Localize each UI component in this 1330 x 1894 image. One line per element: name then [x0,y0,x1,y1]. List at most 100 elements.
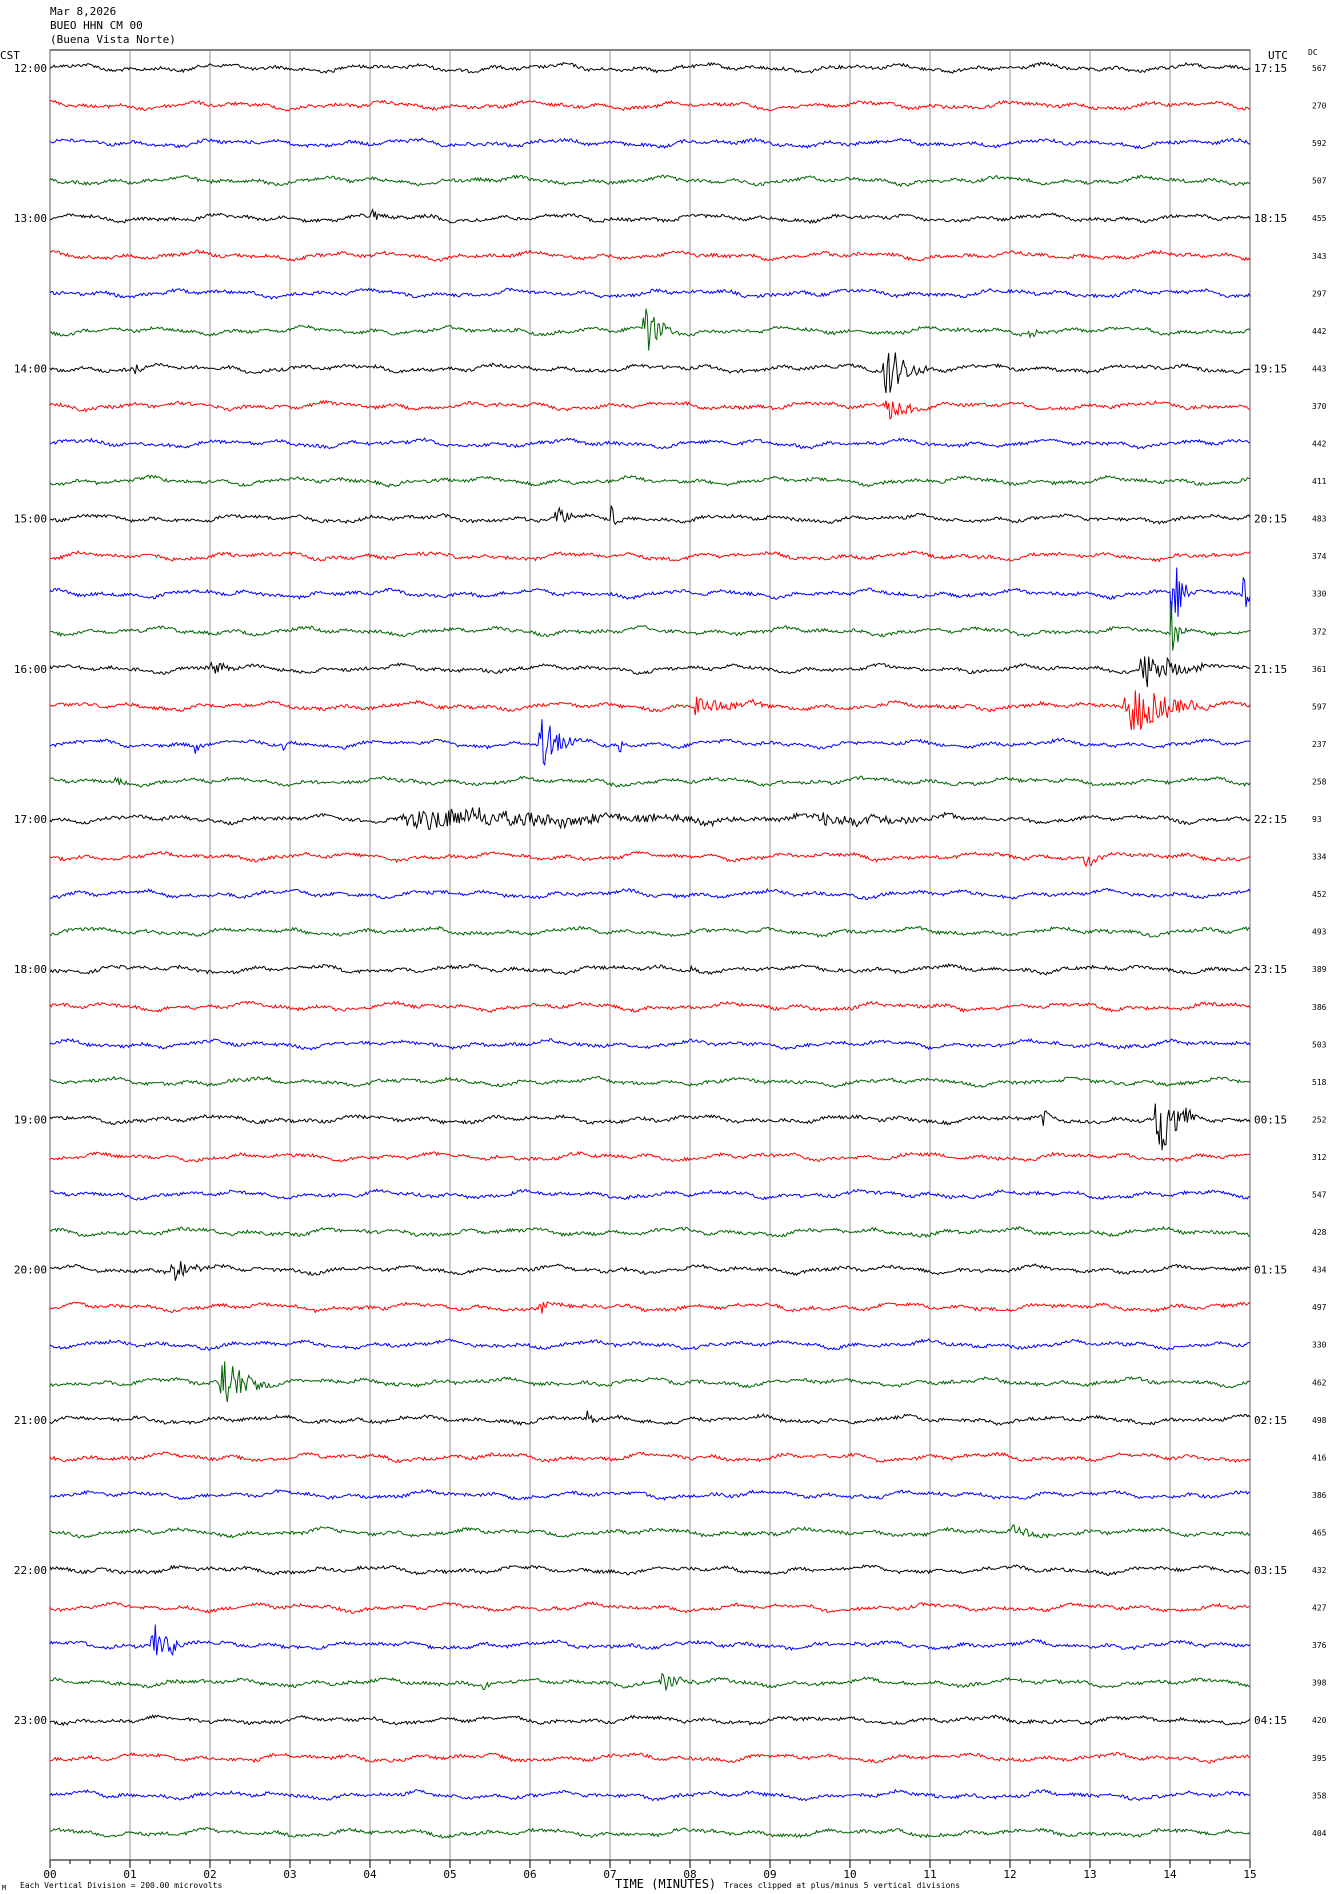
trace-row-45 [49,1714,1251,1727]
trace-row-11 [49,437,1251,450]
plot-frame [49,49,1251,1861]
x-tick-label: 01 [123,1868,136,1881]
x-tick-label: 03 [283,1868,296,1881]
dc-value: 334 [1312,853,1327,862]
trace-row-30 [49,1150,1251,1163]
dc-value: 452 [1312,890,1327,899]
dc-value: 404 [1312,1829,1327,1838]
left-time-label: 16:00 [14,663,47,676]
dc-value: 312 [1312,1153,1327,1162]
right-time-label: 19:15 [1254,362,1287,375]
left-time-label: 22:00 [14,1564,47,1577]
left-time-label: 15:00 [14,513,47,526]
x-tick-label: 14 [1163,1868,1177,1881]
dc-value: 455 [1312,214,1327,223]
dc-value: 428 [1312,1228,1327,1237]
dc-value: 497 [1312,1303,1327,1312]
x-tick-label: 09 [763,1868,776,1881]
trace-row-5 [49,207,1251,225]
left-time-label: 13:00 [14,212,47,225]
dc-value: 376 [1312,1641,1327,1650]
dc-value: 370 [1312,402,1327,411]
dc-value: 270 [1312,102,1327,111]
dc-value: 411 [1312,477,1327,486]
left-time-label: 21:00 [14,1414,47,1427]
header-location: (Buena Vista Norte) [50,33,176,46]
dc-value: 462 [1312,1378,1327,1387]
dc-value: 252 [1312,1115,1327,1124]
dc-value: 493 [1312,928,1327,937]
trace-row-29 [49,1103,1251,1151]
dc-value: 386 [1312,1491,1327,1500]
dc-value: 416 [1312,1453,1327,1462]
trace-row-10 [49,399,1251,421]
x-tick-label: 12 [1003,1868,1016,1881]
scale-note: Each Vertical Division = 200.00 microvol… [20,1881,222,1890]
trace-row-18 [49,690,1251,731]
seismic-traces [49,61,1251,1839]
trace-row-28 [49,1075,1251,1089]
dc-header-label: DC [1308,48,1318,57]
dc-value: 297 [1312,289,1327,298]
time-gridlines [49,49,1251,1861]
right-timezone-label: UTC [1268,49,1288,62]
right-time-label: 18:15 [1254,212,1287,225]
dc-value: 258 [1312,777,1327,786]
right-time-label: 21:15 [1254,663,1287,676]
clip-note: Traces clipped at plus/minus 5 vertical … [724,1881,960,1890]
trace-row-44 [49,1672,1251,1691]
left-time-label: 20:00 [14,1264,47,1277]
trace-row-2 [49,99,1251,112]
trace-row-34 [49,1301,1251,1314]
right-time-label: 20:15 [1254,513,1287,526]
trace-row-16 [49,601,1251,651]
trace-row-36 [49,1361,1251,1403]
trace-row-1 [49,61,1251,74]
x-tick-label: 02 [203,1868,216,1881]
x-axis-ticks: 00 01 02 03 04 05 06 07 08 09 10 11 12 13 14 15 [43,1860,1257,1881]
dc-value: 442 [1312,327,1327,336]
dc-value: 503 [1312,1040,1327,1049]
trace-row-24 [49,925,1251,938]
dc-value: 567 [1312,64,1327,73]
trace-row-32 [49,1225,1251,1239]
trace-row-31 [49,1188,1251,1201]
trace-row-6 [49,249,1251,263]
x-tick-label: 04 [363,1868,377,1881]
trace-row-27 [49,1038,1251,1051]
trace-row-4 [49,174,1251,188]
right-time-label: 17:15 [1254,62,1287,75]
dc-value: 465 [1312,1528,1327,1537]
trace-row-48 [49,1826,1251,1839]
trace-row-12 [49,474,1251,488]
trace-row-35 [49,1338,1251,1351]
x-tick-label: 15 [1243,1868,1256,1881]
dc-offset-labels: 567 270 592 507 455 343 297 442 443 370 442 411 483 3… [1312,64,1327,1838]
left-time-label: 14:00 [14,362,47,375]
dc-value: 330 [1312,590,1327,599]
right-time-label: 01:15 [1254,1264,1287,1277]
dc-value: 343 [1312,252,1327,261]
right-time-labels: 17:15 18:15 19:15 20:15 21:15 22:15 23:15 00:15… [1254,62,1287,1727]
trace-row-20 [49,775,1251,788]
dc-value: 483 [1312,515,1327,524]
dc-value: 507 [1312,177,1327,186]
dc-value: 93 [1312,815,1322,824]
trace-row-41 [49,1564,1251,1576]
x-tick-label: 10 [843,1868,856,1881]
dc-value: 395 [1312,1754,1327,1763]
trace-row-42 [49,1601,1251,1614]
trace-row-19 [49,719,1251,766]
dc-value: 398 [1312,1679,1327,1688]
dc-value: 361 [1312,665,1327,674]
dc-value: 547 [1312,1191,1327,1200]
dc-value: 432 [1312,1566,1327,1575]
x-tick-label: 13 [1083,1868,1096,1881]
trace-row-13 [49,504,1251,526]
left-timezone-label: CST [0,49,20,62]
dc-value: 389 [1312,965,1327,974]
dc-value: 434 [1312,1266,1327,1275]
trace-row-46 [49,1751,1251,1764]
trace-row-15 [49,567,1251,620]
